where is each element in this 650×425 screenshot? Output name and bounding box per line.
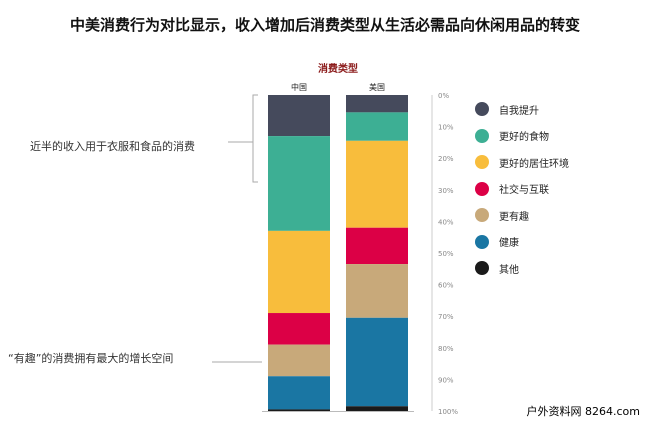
category-label: 美国: [369, 82, 385, 92]
y-tick-label: 90%: [438, 376, 454, 384]
legend-swatch: [475, 181, 489, 196]
legend-swatch: [475, 234, 489, 249]
bar-segment: [346, 264, 408, 318]
y-tick-label: 100%: [438, 408, 458, 416]
legend-swatch: [475, 128, 489, 143]
bar-segment: [346, 406, 408, 411]
bar-segment: [268, 95, 330, 137]
legend-label: 社交与互联: [499, 185, 549, 197]
bar-segment: [346, 140, 408, 228]
bracket: [228, 94, 258, 183]
legend-label: 自我提升: [499, 105, 539, 117]
legend: 自我提升更好的食物更好的居住环境 社交与互联更有趣健康其他: [475, 96, 569, 282]
legend-label: 其他: [499, 264, 519, 276]
legend-swatch: [475, 208, 489, 223]
bar-segment: [346, 227, 408, 265]
legend-item: 健康: [475, 229, 569, 256]
y-tick-label: 70%: [438, 313, 454, 321]
bar-segment: [268, 409, 330, 411]
watermark: 户外资料网 8264.com: [526, 405, 640, 418]
legend-item: 更好的居住环境: [475, 149, 569, 176]
legend-swatch: [475, 155, 489, 170]
y-tick-label: 40%: [438, 218, 454, 226]
y-tick-label: 80%: [438, 345, 454, 353]
annotation-fun: “有趣”的消费拥有最大的增长空间: [8, 352, 174, 365]
category-label: 中国: [291, 82, 307, 92]
legend-item: 自我提升: [475, 96, 569, 123]
legend-swatch: [475, 261, 489, 276]
legend-item: 更有趣: [475, 202, 569, 229]
bar-segment: [268, 136, 330, 231]
legend-item: 更好的食物: [475, 123, 569, 150]
legend-label: 健康: [499, 238, 519, 250]
legend-label: 更有趣: [499, 211, 529, 223]
bar-segment: [268, 313, 330, 345]
bar-segment: [346, 95, 408, 113]
y-tick-label: 50%: [438, 250, 454, 258]
bar-segment: [268, 376, 330, 410]
legend-item: 其他: [475, 255, 569, 282]
bar-segment: [346, 112, 408, 141]
y-tick-label: 60%: [438, 282, 454, 290]
y-tick-label: 0%: [438, 92, 449, 100]
chart-title: 消费类型: [318, 64, 358, 75]
annotation-food-clothing: 近半的收入用于衣服和食品的消费: [30, 140, 195, 153]
legend-label: 更好的食物: [499, 132, 549, 144]
bar-segment: [346, 317, 408, 407]
y-tick-label: 30%: [438, 187, 454, 195]
bar-segment: [268, 344, 330, 377]
page-title: 中美消费行为对比显示，收入增加后消费类型从生活必需品向休闲用品的转变: [69, 16, 580, 34]
legend-label: 更好的居住环境: [499, 158, 569, 170]
legend-item: 社交与互联: [475, 176, 569, 203]
bar-segment: [268, 230, 330, 314]
y-tick-label: 20%: [438, 155, 454, 163]
y-tick-label: 10%: [438, 124, 454, 132]
legend-swatch: [475, 102, 489, 117]
